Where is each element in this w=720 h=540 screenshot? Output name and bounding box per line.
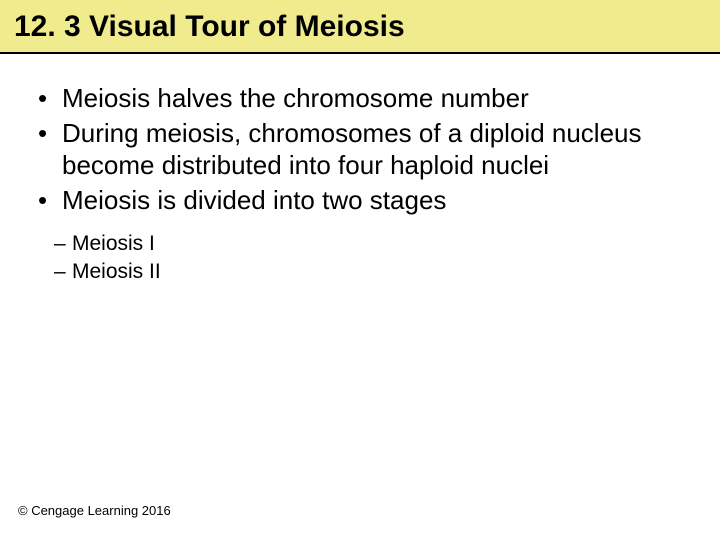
bullet-item: Meiosis halves the chromosome number <box>30 82 690 115</box>
bullet-item: During meiosis, chromosomes of a diploid… <box>30 117 690 182</box>
sub-bullet-item: Meiosis I <box>48 230 690 258</box>
main-bullet-list: Meiosis halves the chromosome number Dur… <box>30 82 690 216</box>
copyright-text: © Cengage Learning 2016 <box>18 503 171 518</box>
slide-title: 12. 3 Visual Tour of Meiosis <box>14 10 706 44</box>
bullet-item: Meiosis is divided into two stages <box>30 184 690 217</box>
sub-bullet-list: Meiosis I Meiosis II <box>48 230 690 287</box>
title-bar: 12. 3 Visual Tour of Meiosis <box>0 0 720 54</box>
sub-bullet-item: Meiosis II <box>48 258 690 286</box>
content-area: Meiosis halves the chromosome number Dur… <box>0 54 720 287</box>
